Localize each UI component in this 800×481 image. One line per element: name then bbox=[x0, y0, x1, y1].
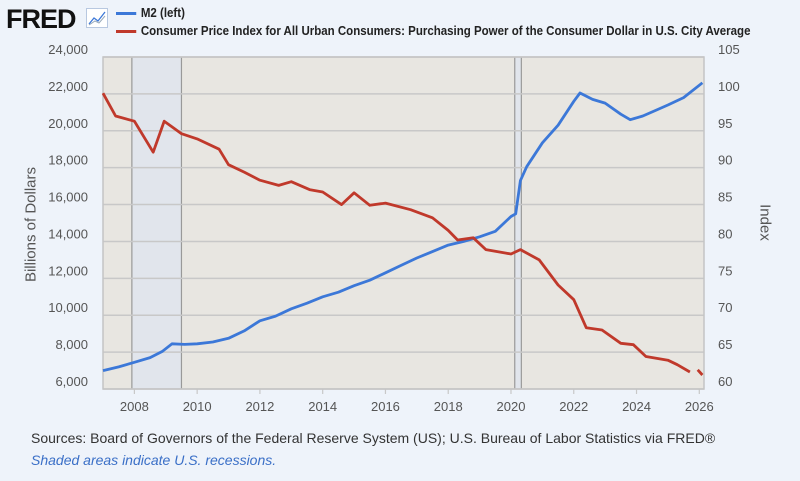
legend-swatch-red bbox=[116, 30, 137, 34]
legend-swatch-blue bbox=[116, 12, 137, 16]
y-tick-label-right: 65 bbox=[718, 337, 732, 352]
y-tick-label-right: 105 bbox=[718, 42, 740, 57]
y-tick-label-left: 10,000 bbox=[48, 300, 88, 315]
legend-item-cpi: Consumer Price Index for All Urban Consu… bbox=[116, 24, 750, 38]
y-tick-label-right: 95 bbox=[718, 116, 732, 131]
x-tick-label: 2010 bbox=[183, 399, 212, 414]
sources-text: Sources: Board of Governors of the Feder… bbox=[31, 430, 716, 446]
x-tick-label: 2026 bbox=[685, 399, 714, 414]
y-tick-label-left: 12,000 bbox=[48, 263, 88, 278]
y-tick-label-left: 24,000 bbox=[48, 42, 88, 57]
legend-label-m2: M2 (left) bbox=[140, 6, 185, 20]
recession-note: Shaded areas indicate U.S. recessions. bbox=[31, 452, 277, 468]
x-tick-label: 2020 bbox=[497, 399, 526, 414]
y-tick-label-right: 75 bbox=[718, 263, 732, 278]
plot-area bbox=[103, 57, 704, 389]
series-line-cpi bbox=[101, 92, 704, 376]
legend-label-cpi: Consumer Price Index for All Urban Consu… bbox=[140, 24, 751, 38]
y-tick-label-right: 90 bbox=[718, 153, 732, 168]
recession-shade bbox=[131, 57, 182, 389]
x-tick-label: 2018 bbox=[434, 399, 463, 414]
y-tick-label-left: 16,000 bbox=[48, 190, 88, 205]
x-tick-label: 2014 bbox=[308, 399, 337, 414]
y-tick-label-left: 22,000 bbox=[48, 79, 88, 94]
x-tick-label: 2012 bbox=[245, 399, 274, 414]
y-tick-label-left: 14,000 bbox=[48, 226, 88, 241]
x-tick-label: 2022 bbox=[559, 399, 588, 414]
y-tick-label-right: 85 bbox=[718, 190, 732, 205]
y-tick-label-left: 6,000 bbox=[55, 374, 88, 389]
y-tick-label-left: 18,000 bbox=[48, 153, 88, 168]
y-tick-label-right: 80 bbox=[718, 226, 732, 241]
recession-shade bbox=[514, 57, 522, 389]
x-tick-label: 2016 bbox=[371, 399, 400, 414]
y-tick-label-right: 100 bbox=[718, 79, 740, 94]
plot-border bbox=[102, 56, 705, 390]
fred-logo[interactable]: FRED bbox=[6, 4, 76, 34]
y-tick-label-left: 8,000 bbox=[55, 337, 88, 352]
y-tick-label-left: 20,000 bbox=[48, 116, 88, 131]
legend-item-m2: M2 (left) bbox=[116, 6, 185, 20]
series-line-m2 bbox=[102, 81, 704, 372]
x-tick-label: 2008 bbox=[120, 399, 149, 414]
y-tick-label-right: 70 bbox=[718, 300, 732, 315]
y-tick-label-right: 60 bbox=[718, 374, 732, 389]
chart-line-icon[interactable] bbox=[86, 8, 108, 28]
x-tick-label: 2024 bbox=[622, 399, 651, 414]
